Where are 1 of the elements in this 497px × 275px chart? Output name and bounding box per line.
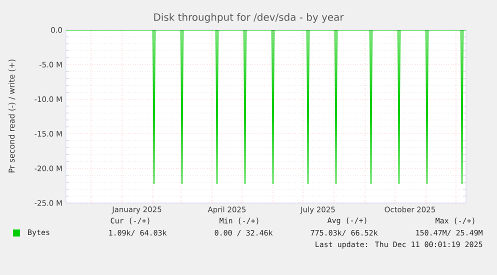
chart-title: Disk throughput for /dev/sda - by year xyxy=(154,13,344,23)
